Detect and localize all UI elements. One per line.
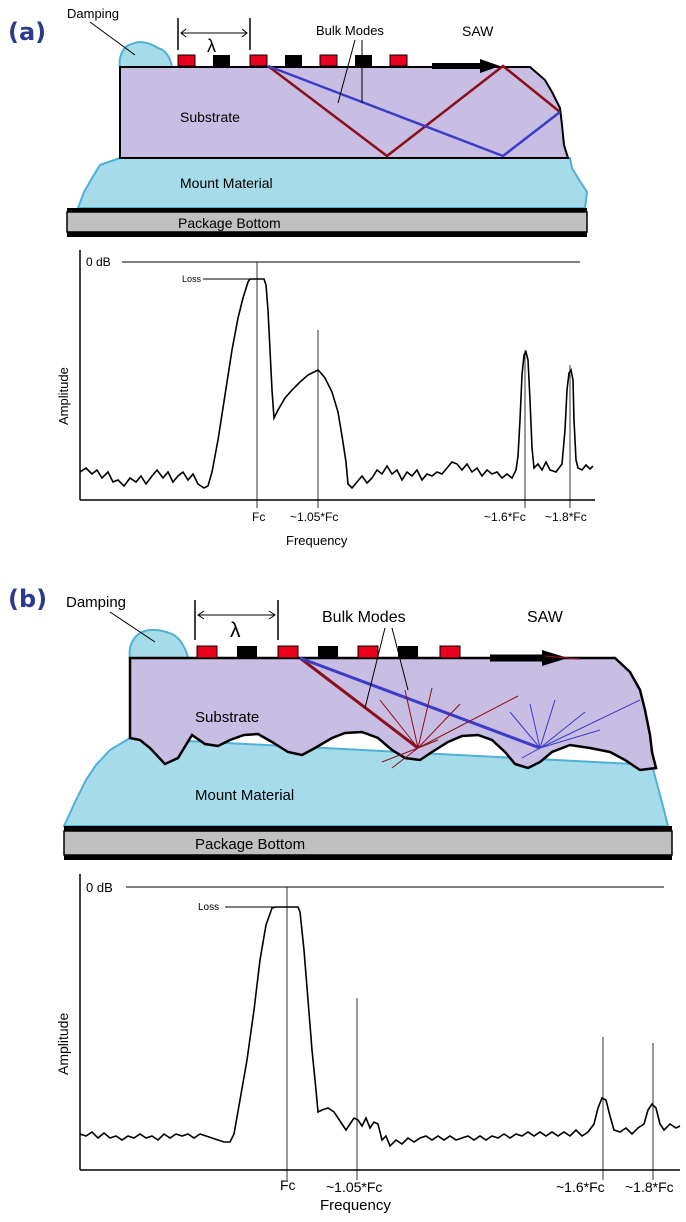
panel-b-saw-arrowhead [542,650,568,666]
panel-a-damping-blob [118,41,174,68]
panel-b-reference-label: 0 dB [86,880,113,895]
panel-a-electrode [319,54,338,67]
panel-b-spectrum: 0 dB Loss Amplitude Frequency Fc ~1.05*F… [55,874,681,1214]
panel-b-package-top-edge [64,826,672,831]
panel-a-bulk-pointer [337,39,356,104]
panel-a-electrode [285,55,302,66]
panel-b-saw-label: SAW [527,609,564,626]
panel-a-package-label: Package Bottom [178,215,281,231]
panel-a-tick-fc: Fc [252,510,265,524]
panel-a-idt-electrodes [177,54,408,67]
panel-b-bulk-pointer [364,627,386,709]
panel-b-package-label: Package Bottom [195,836,305,853]
panel-b-damping-pointer [109,611,156,643]
panel-b-bulk-mode-red [299,656,419,750]
panel-a-package-bottom-edge [67,232,587,237]
panel-b-electrode [237,646,257,658]
panel-a-saw-arrowhead [480,59,500,73]
panel-a-electrode [355,55,372,66]
panel-b-xlabel: Frequency [320,1197,391,1214]
panel-a-ylabel: Amplitude [56,367,71,425]
panel-a-electrode [389,54,408,67]
panel-a-response-curve [79,278,594,490]
panel-b-tick-1.6: ~1.6*Fc [556,1179,605,1195]
panel-b-electrode [398,646,418,658]
panel-b-electrode [196,645,218,659]
panel-a-package-bottom [66,211,588,233]
panel-a-tick-1.6: ~1.6*Fc [484,510,526,524]
panel-a-substrate [119,66,570,159]
panel-b-substrate-label: Substrate [195,709,259,726]
panel-b-bulk-mode-blue [299,656,541,750]
panel-b-lambda-symbol: λ [230,619,241,642]
panel-b-wavelength-marker [194,600,279,640]
panel-b-ylabel: Amplitude [55,1013,71,1075]
panel-a-electrode [249,54,268,67]
panel-a-substrate-label: Substrate [180,109,240,125]
panel-b-damping-label: Damping [66,594,126,611]
panel-a: (a) Damping Mount Material Substrate [8,6,595,548]
panel-b-tick-fc: Fc [280,1177,296,1193]
panel-b-electrode [277,645,299,659]
panel-a-saw-label: SAW [462,23,494,39]
panel-b-blue-scatter [509,699,641,759]
panel-a-label: (a) [8,18,46,46]
panel-a-tick-1.05: ~1.05*Fc [290,510,338,524]
panel-a-damping-label: Damping [67,6,119,21]
panel-b-electrode [357,645,379,659]
panel-b-mount-label: Mount Material [195,787,294,804]
panel-a-bulk-mode-blue [267,64,561,158]
panel-b-tick-1.05: ~1.05*Fc [326,1179,382,1195]
panel-b-package-bottom-edge [64,855,672,860]
panel-a-bulk-modes-label: Bulk Modes [316,23,384,38]
panel-a-spectrum: 0 dB Loss Amplitude Frequency Fc ~1.05*F… [56,250,595,548]
panel-a-damping-pointer [89,21,136,56]
panel-a-electrode [213,55,230,66]
panel-b-bulk-modes-label: Bulk Modes [322,609,406,626]
panel-b-electrode [318,646,338,658]
panel-a-wavelength-marker [177,18,251,50]
panel-b-response-curve [79,906,681,1148]
panel-b-electrode [439,645,461,659]
panel-b-tick-1.8: ~1.8*Fc [625,1179,674,1195]
panel-b-label: (b) [8,585,47,613]
panel-a-bulk-mode-red [267,64,561,158]
panel-a-reference-label: 0 dB [86,255,111,269]
panel-a-mount-material [76,157,589,209]
panel-a-lambda-symbol: λ [207,36,216,56]
panel-b-loss-label: Loss [198,902,219,913]
panel-a-mount-label: Mount Material [180,175,273,191]
panel-a-tick-1.8: ~1.8*Fc [545,510,587,524]
panel-b-saw-red-tip [544,655,581,660]
panel-a-loss-label: Loss [182,274,202,284]
panel-a-electrode [177,54,196,67]
panel-a-xlabel: Frequency [286,533,348,548]
panel-b-red-scatter [379,687,519,769]
panel-b-damping-blob [128,628,190,659]
panel-b-idt-electrodes [196,645,461,659]
panel-a-package-top-edge [67,208,587,212]
panel-b-package-bottom [63,830,673,856]
panel-b: (b) Damping Mount Material Substrate [8,585,681,1214]
panel-b-bulk-pointer [391,627,409,691]
